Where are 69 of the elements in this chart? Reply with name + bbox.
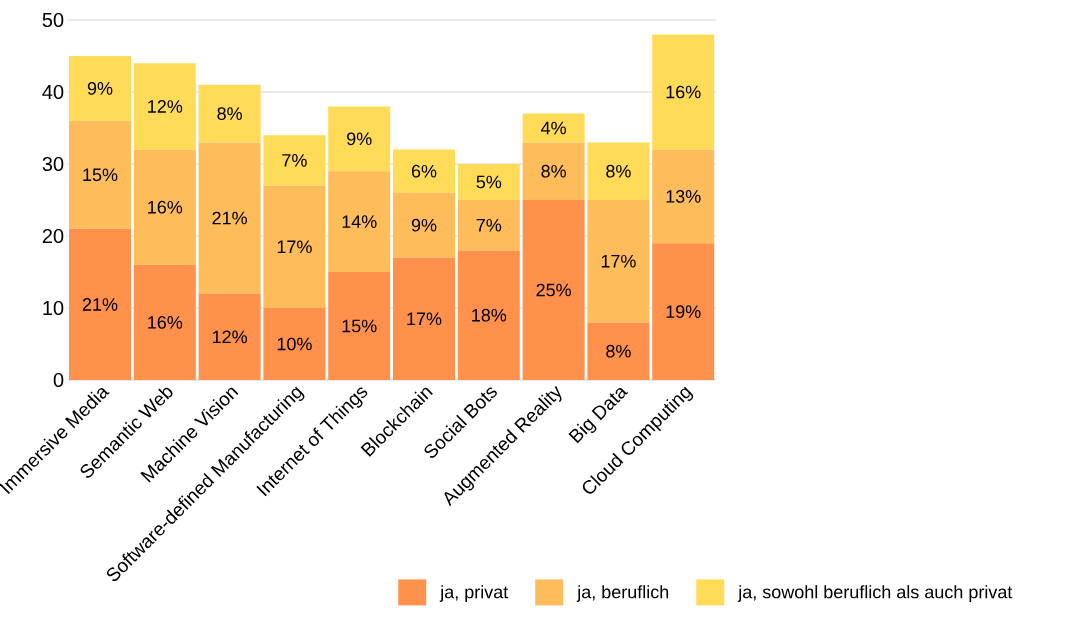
y-tick-label: 20	[42, 228, 64, 244]
bar	[457, 164, 520, 200]
bar	[133, 149, 196, 265]
data-label: 12%	[148, 100, 183, 113]
bar	[133, 264, 196, 380]
data-label: 8%	[217, 107, 242, 120]
data-label: 14%	[342, 215, 377, 228]
legend-label: ja, beruflich	[576, 585, 669, 602]
bar	[263, 308, 326, 380]
bar	[587, 322, 650, 380]
data-label: 9%	[347, 132, 372, 146]
y-tick-label: 40	[42, 84, 64, 100]
data-label: 25%	[536, 283, 571, 297]
data-label: 16%	[148, 316, 183, 329]
bar	[457, 250, 520, 380]
bar	[522, 142, 585, 200]
bar	[522, 200, 585, 380]
data-label: 15%	[83, 168, 118, 182]
data-label: 7%	[476, 218, 502, 232]
data-label: 15%	[342, 319, 377, 333]
data-label: 9%	[411, 218, 437, 232]
bar	[328, 272, 391, 380]
data-label: 17%	[277, 240, 312, 254]
data-label: 16%	[148, 200, 183, 214]
data-label: 4%	[541, 121, 566, 135]
bar	[198, 84, 261, 143]
data-label: 8%	[606, 344, 631, 358]
y-tick-label: 0	[53, 372, 64, 388]
data-label: 21%	[82, 298, 118, 311]
bar	[328, 106, 391, 172]
bar	[587, 142, 650, 200]
data-label: 18%	[472, 308, 507, 322]
bar	[522, 113, 585, 143]
bar	[69, 56, 131, 121]
bar	[198, 142, 261, 294]
bar	[652, 149, 715, 244]
bar	[198, 293, 261, 380]
y-tick-label: 10	[43, 300, 64, 316]
data-label: 8%	[606, 164, 631, 178]
bar	[328, 171, 391, 272]
bar	[652, 243, 715, 380]
data-label: 5%	[476, 175, 502, 189]
bar	[587, 200, 650, 323]
data-label: 17%	[407, 312, 442, 326]
data-label: 8%	[541, 164, 566, 178]
bar	[133, 63, 196, 150]
bar	[393, 257, 456, 380]
bar	[69, 120, 131, 229]
data-label: 13%	[666, 190, 701, 203]
data-label: 7%	[282, 154, 307, 167]
data-label: 19%	[666, 305, 701, 318]
bar	[652, 34, 715, 150]
y-tick-label: 50	[42, 12, 64, 28]
data-label: 12%	[212, 330, 247, 344]
data-label: 10%	[277, 337, 312, 351]
y-tick-label: 30	[42, 156, 64, 172]
data-label: 21%	[212, 211, 247, 225]
data-label: 16%	[666, 85, 701, 99]
data-label: 17%	[601, 254, 636, 268]
bar	[263, 185, 326, 308]
data-label: 6%	[411, 164, 437, 178]
data-label: 9%	[87, 82, 113, 95]
legend-label: ja, sowohl beruflich als auch privat	[737, 585, 1013, 602]
bar	[457, 200, 520, 251]
bar	[393, 149, 456, 193]
bar	[69, 228, 131, 380]
bar	[393, 192, 456, 258]
legend-label: ja, privat	[439, 585, 509, 602]
bar	[263, 135, 326, 186]
